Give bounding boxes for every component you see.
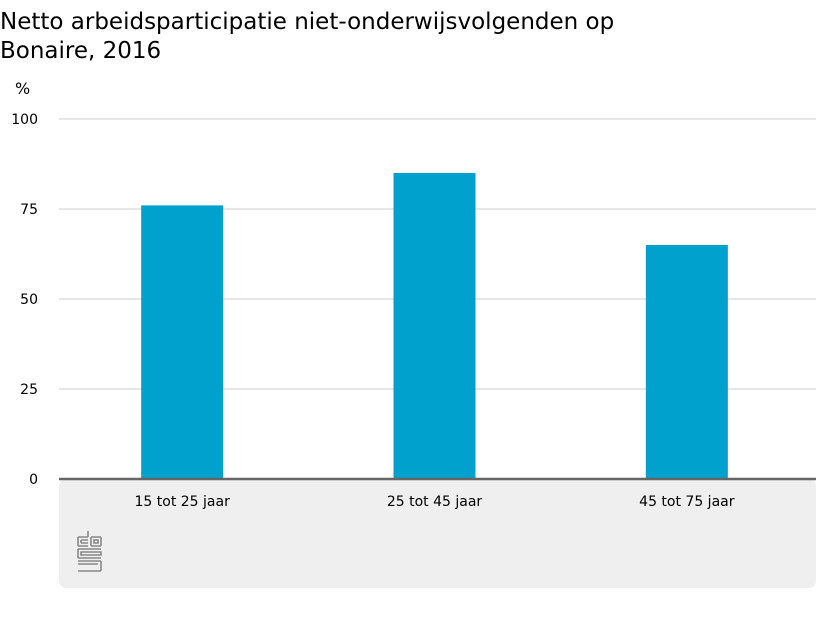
footer-band bbox=[59, 479, 816, 588]
chart-title: Netto arbeidsparticipatie niet-onderwijs… bbox=[0, 9, 615, 64]
y-tick-labels: 0 25 50 75 100 bbox=[11, 112, 38, 488]
y-tick-label: 50 bbox=[20, 292, 38, 308]
x-tick-label: 45 tot 75 jaar bbox=[639, 494, 735, 510]
x-tick-labels: 15 tot 25 jaar 25 tot 45 jaar 45 tot 75 ja… bbox=[135, 494, 735, 510]
bar bbox=[645, 245, 728, 479]
bar bbox=[141, 205, 224, 479]
x-tick-label: 25 tot 45 jaar bbox=[387, 494, 483, 510]
y-tick-label: 0 bbox=[29, 472, 38, 488]
bars bbox=[141, 173, 728, 479]
y-axis-label: % bbox=[15, 79, 30, 98]
y-tick-label: 75 bbox=[20, 202, 38, 218]
x-tick-label: 15 tot 25 jaar bbox=[135, 494, 231, 510]
y-tick-label: 100 bbox=[11, 112, 38, 128]
cbs-logo-icon bbox=[77, 531, 102, 572]
bar bbox=[393, 173, 476, 479]
y-tick-label: 25 bbox=[20, 382, 38, 398]
